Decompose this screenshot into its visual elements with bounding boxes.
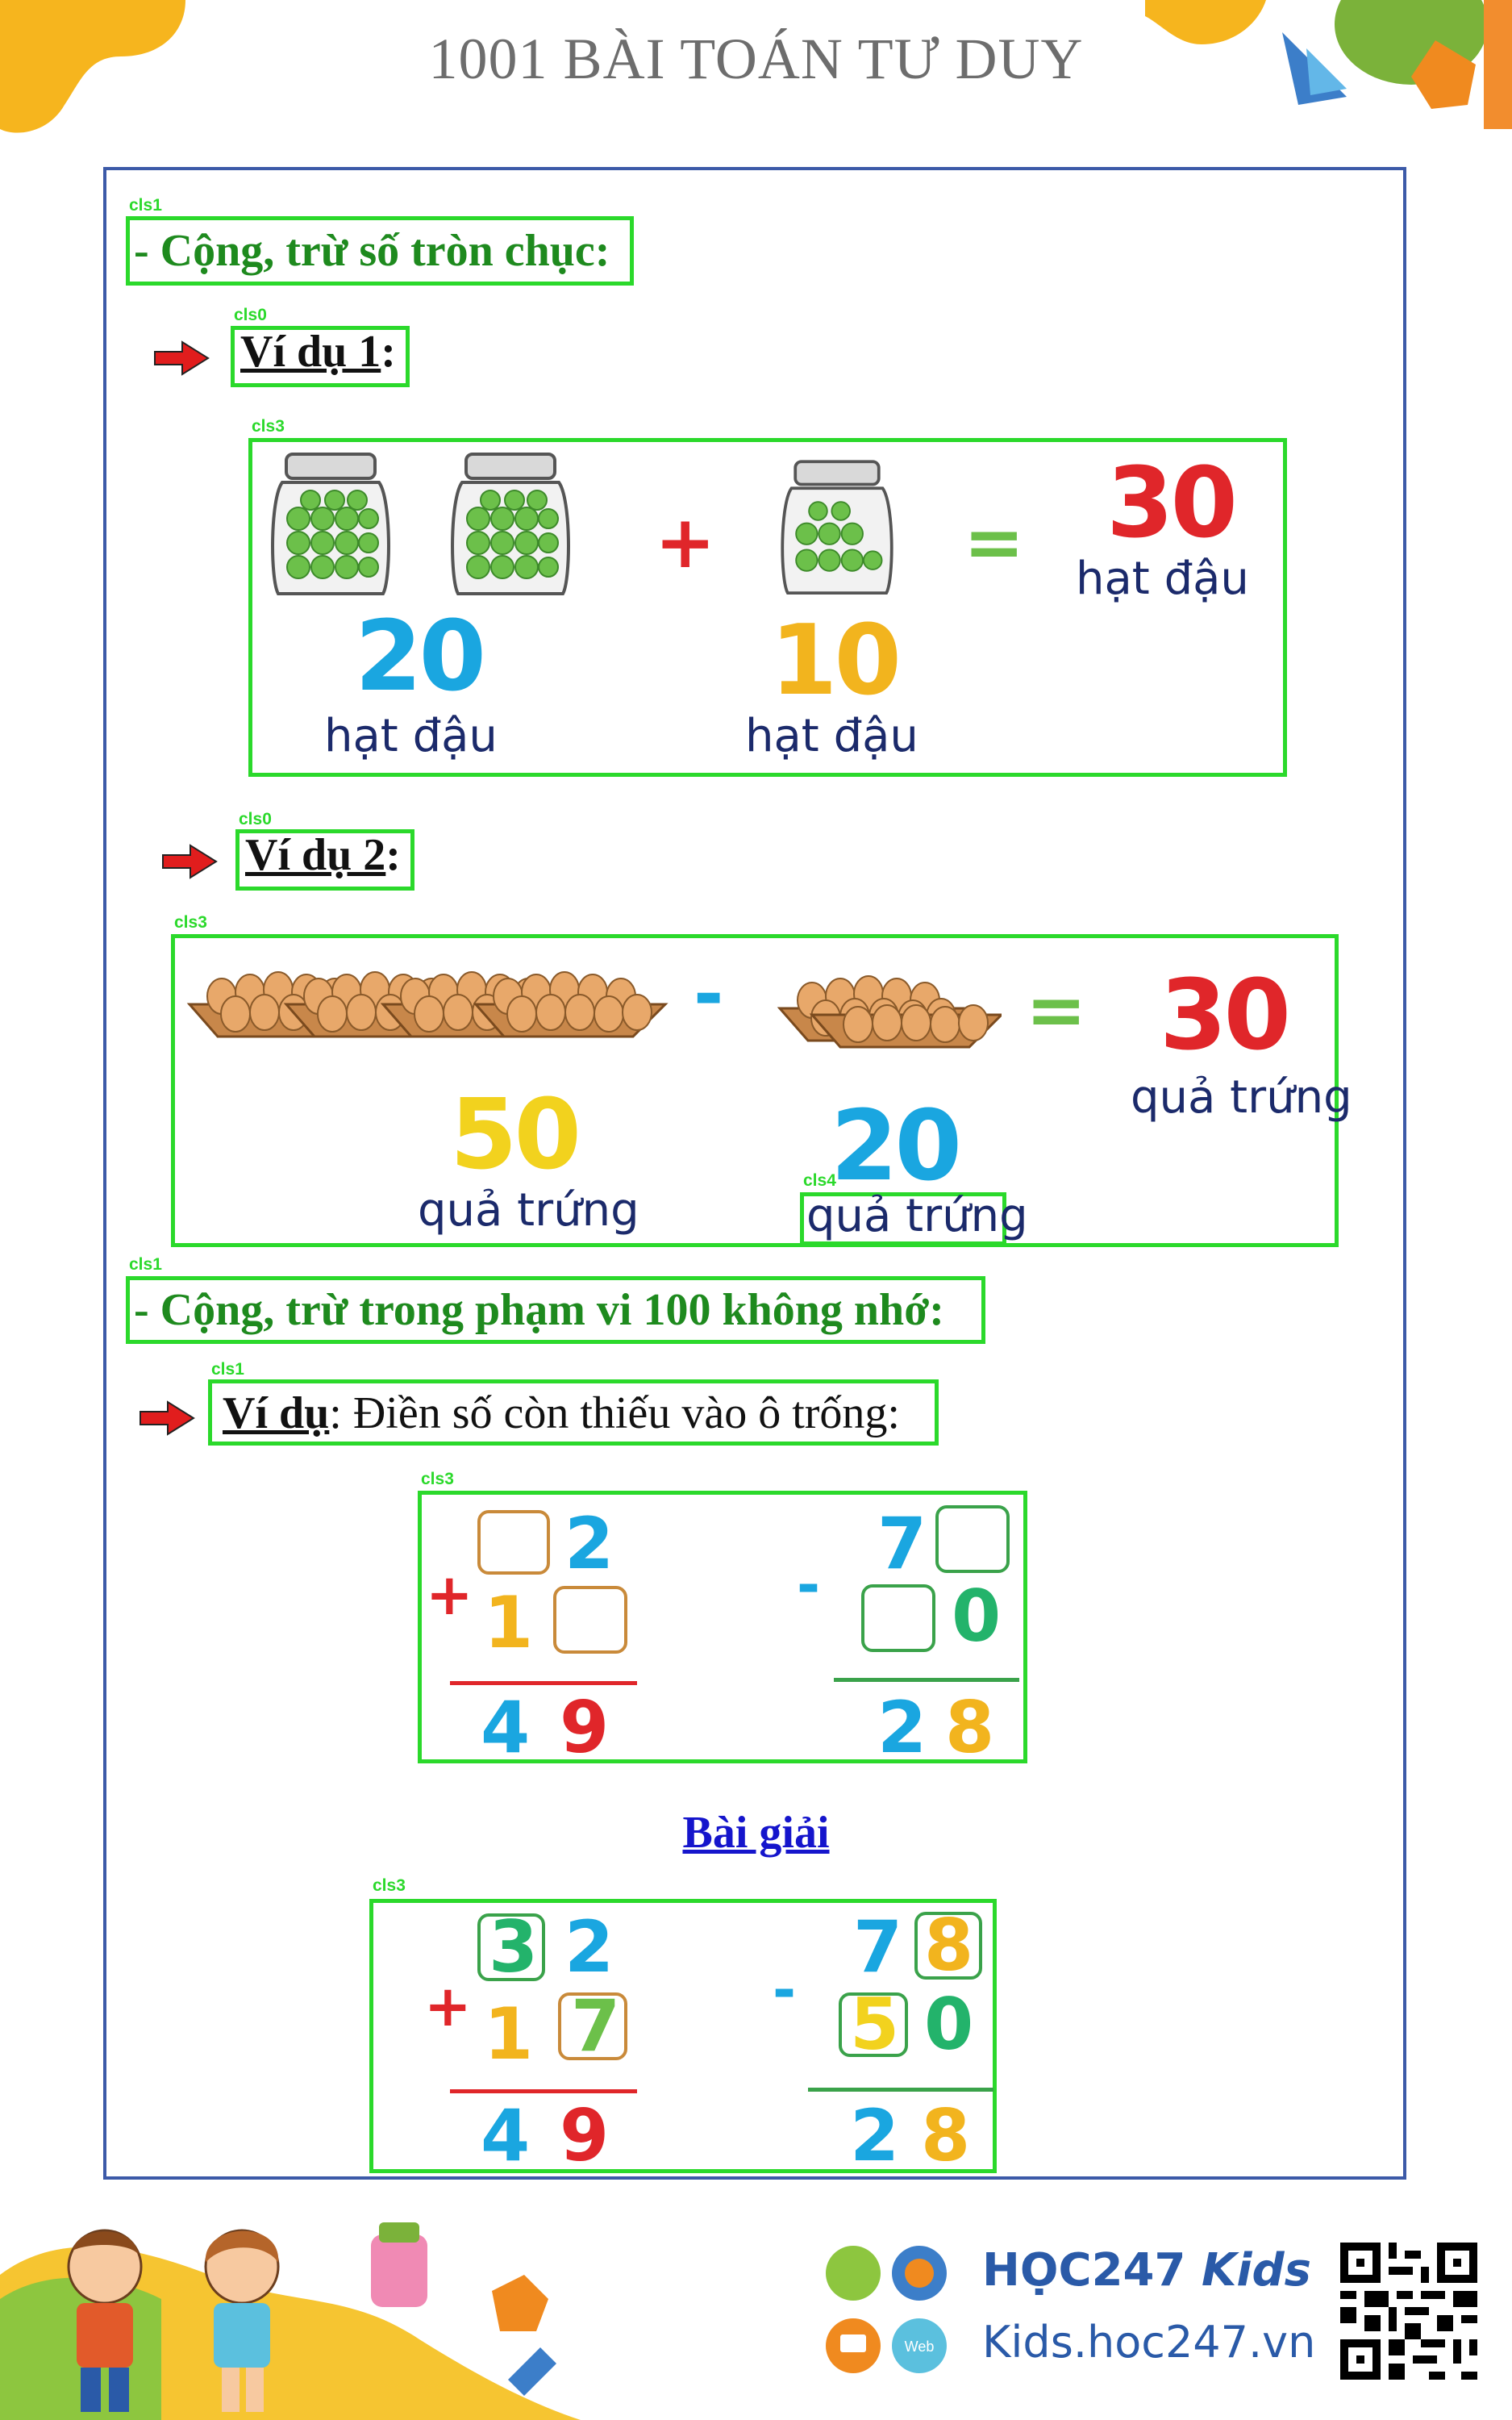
minus-sign: - [694, 952, 724, 1037]
detection-label: cls1 [211, 1360, 244, 1379]
section-box [126, 1276, 985, 1344]
equals-sign: = [1026, 968, 1087, 1053]
detection-label: cls0 [234, 306, 267, 324]
example-label-box [208, 1379, 939, 1446]
digit: 1 [484, 1992, 534, 2076]
egg-trays-icon [777, 975, 1002, 1049]
qr-code-icon [1340, 2243, 1477, 2380]
plus-sign: + [424, 1973, 472, 2039]
digit: 8 [924, 1904, 974, 1987]
example-label: Ví dụ 2: [245, 830, 401, 880]
digit: 5 [850, 1983, 900, 2066]
digit: 2 [564, 1905, 614, 1988]
section-title: - Cộng, trừ số tròn chục: [134, 226, 610, 276]
digit: 2 [564, 1502, 614, 1585]
minuend-unit: quả trứng [418, 1184, 639, 1237]
plus-sign: + [655, 500, 716, 585]
desktop-web-icons: Web [826, 2318, 947, 2373]
kids-illustration [0, 2222, 581, 2420]
app-store-icons [826, 2246, 947, 2301]
digit: 0 [924, 1983, 974, 2066]
digit: 4 [481, 1686, 531, 1769]
digit: 0 [952, 1575, 1002, 1658]
digit: 3 [489, 1905, 539, 1988]
result-number: 30 [1160, 960, 1291, 1072]
digit: 2 [850, 2094, 900, 2177]
minuend-number: 50 [450, 1079, 581, 1191]
result-number: 30 [1106, 448, 1238, 560]
sum-line [450, 2089, 637, 2093]
problem-box [418, 1491, 1027, 1763]
minus-sign: - [773, 1957, 797, 2023]
detection-label: cls3 [373, 1876, 406, 1895]
red-arrow-icon [162, 844, 218, 879]
detection-label: cls3 [252, 417, 285, 436]
solution-box [369, 1899, 997, 2173]
digit: 9 [560, 1686, 610, 1769]
digit: 8 [945, 1686, 995, 1769]
detection-label: cls3 [421, 1470, 454, 1488]
difference-line [808, 2088, 993, 2092]
answer-box [477, 1913, 545, 1981]
addend-number: 20 [355, 601, 486, 713]
digit: 1 [484, 1581, 534, 1664]
top-right-decoration [1145, 0, 1512, 129]
example1-picture-box [248, 438, 1287, 777]
website-link[interactable]: Kids.hoc247.vn [982, 2317, 1316, 2368]
solution-heading: Bài giải [682, 1808, 830, 1858]
detection-label: cls3 [174, 913, 207, 932]
result-unit: quả trứng [1131, 1071, 1352, 1124]
sum-line [450, 1681, 637, 1685]
web-badge: Web [905, 2339, 935, 2355]
plus-sign: + [426, 1562, 473, 1628]
red-arrow-icon [140, 1400, 195, 1436]
empty-answer-box[interactable] [477, 1510, 550, 1575]
page-header-title: 1001 BÀI TOÁN TƯ DUY [428, 27, 1084, 91]
unit-box [800, 1192, 1006, 1245]
empty-answer-box[interactable] [553, 1586, 627, 1654]
egg-trays-icon [186, 971, 669, 1038]
section-box [126, 216, 634, 286]
digit: 7 [571, 1984, 621, 2067]
jar-of-beans-icon [451, 453, 570, 595]
answer-box [839, 1992, 908, 2057]
difference-line [834, 1678, 1019, 1682]
answer-box [914, 1912, 982, 1980]
addend-unit: hạt đậu [324, 710, 498, 762]
addend-unit: hạt đậu [745, 710, 918, 762]
empty-answer-box[interactable] [861, 1584, 935, 1652]
digit: 7 [853, 1905, 903, 1988]
empty-answer-box[interactable] [935, 1505, 1010, 1573]
top-left-decoration [0, 0, 185, 133]
digit: 2 [877, 1686, 927, 1769]
addend-number: 10 [770, 605, 902, 717]
example-label: Ví dụ 1: [240, 327, 396, 377]
subtrahend-unit: quả trứng [806, 1190, 1028, 1242]
subtrahend-number: 20 [831, 1091, 962, 1203]
digit: 9 [560, 2094, 610, 2177]
detection-label: cls1 [129, 1255, 162, 1274]
jar-of-beans-icon [271, 453, 390, 595]
example2-picture-box [171, 934, 1339, 1247]
detection-label: cls0 [239, 810, 272, 828]
digit: 8 [921, 2094, 971, 2177]
answer-box [558, 1992, 627, 2060]
digit: 7 [877, 1502, 927, 1585]
equals-sign: = [964, 500, 1025, 585]
example-label-box [235, 829, 414, 891]
brand-logo: HỌC247 Kids [982, 2244, 1311, 2297]
section-title: - Cộng, trừ trong phạm vi 100 không nhớ: [134, 1285, 944, 1335]
detection-label: cls4 [803, 1171, 836, 1190]
content-frame [103, 167, 1406, 2180]
jar-of-beans-icon [781, 460, 893, 595]
red-arrow-icon [154, 340, 210, 376]
example-instruction: Ví dụ: Điền số còn thiếu vào ô trống: [223, 1388, 900, 1438]
digit: 4 [481, 2094, 531, 2177]
result-unit: hạt đậu [1076, 553, 1249, 605]
minus-sign: - [797, 1552, 821, 1618]
detection-label: cls1 [129, 196, 162, 215]
example-label-box [231, 326, 410, 387]
